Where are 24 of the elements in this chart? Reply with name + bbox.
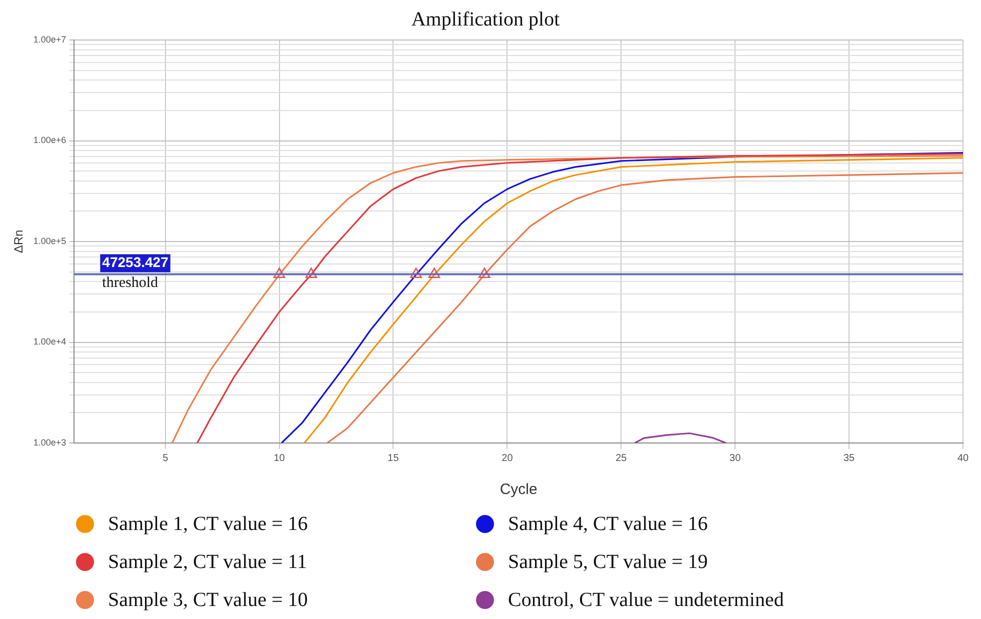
legend-label: Sample 2, CT value = 11: [108, 550, 308, 574]
x-tick-label: 30: [730, 452, 742, 464]
y-tick-label: 1.00e+6: [33, 135, 66, 146]
x-tick-label: 25: [616, 452, 628, 464]
x-tick-label: 15: [388, 452, 400, 464]
y-axis-title: ΔRn: [12, 230, 26, 254]
legend-label: Sample 3, CT value = 10: [108, 588, 308, 612]
legend-label: Control, CT value = undetermined: [508, 588, 784, 612]
chart-title: Amplification plot: [411, 8, 560, 30]
y-tick-label: 1.00e+4: [33, 336, 66, 347]
y-tick-label: 1.00e+3: [33, 437, 66, 448]
annotation: 47253.427: [102, 254, 169, 270]
x-tick-label: 35: [843, 452, 856, 464]
legend-label: Sample 4, CT value = 16: [508, 512, 708, 536]
y-tick-label: 1.00e+5: [33, 236, 66, 246]
ref-line-label: threshold: [102, 275, 159, 292]
x-tick-label: 40: [957, 452, 969, 464]
x-axis-title: Cycle: [500, 481, 538, 498]
x-tick-label: 5: [162, 452, 169, 464]
y-tick-label: 1.00e+7: [33, 34, 66, 44]
x-tick-label: 10: [274, 452, 286, 464]
x-tick-label: 20: [502, 452, 514, 464]
legend-label: Sample 1, CT value = 16: [108, 512, 308, 536]
legend-label: Sample 5, CT value = 19: [508, 550, 708, 574]
